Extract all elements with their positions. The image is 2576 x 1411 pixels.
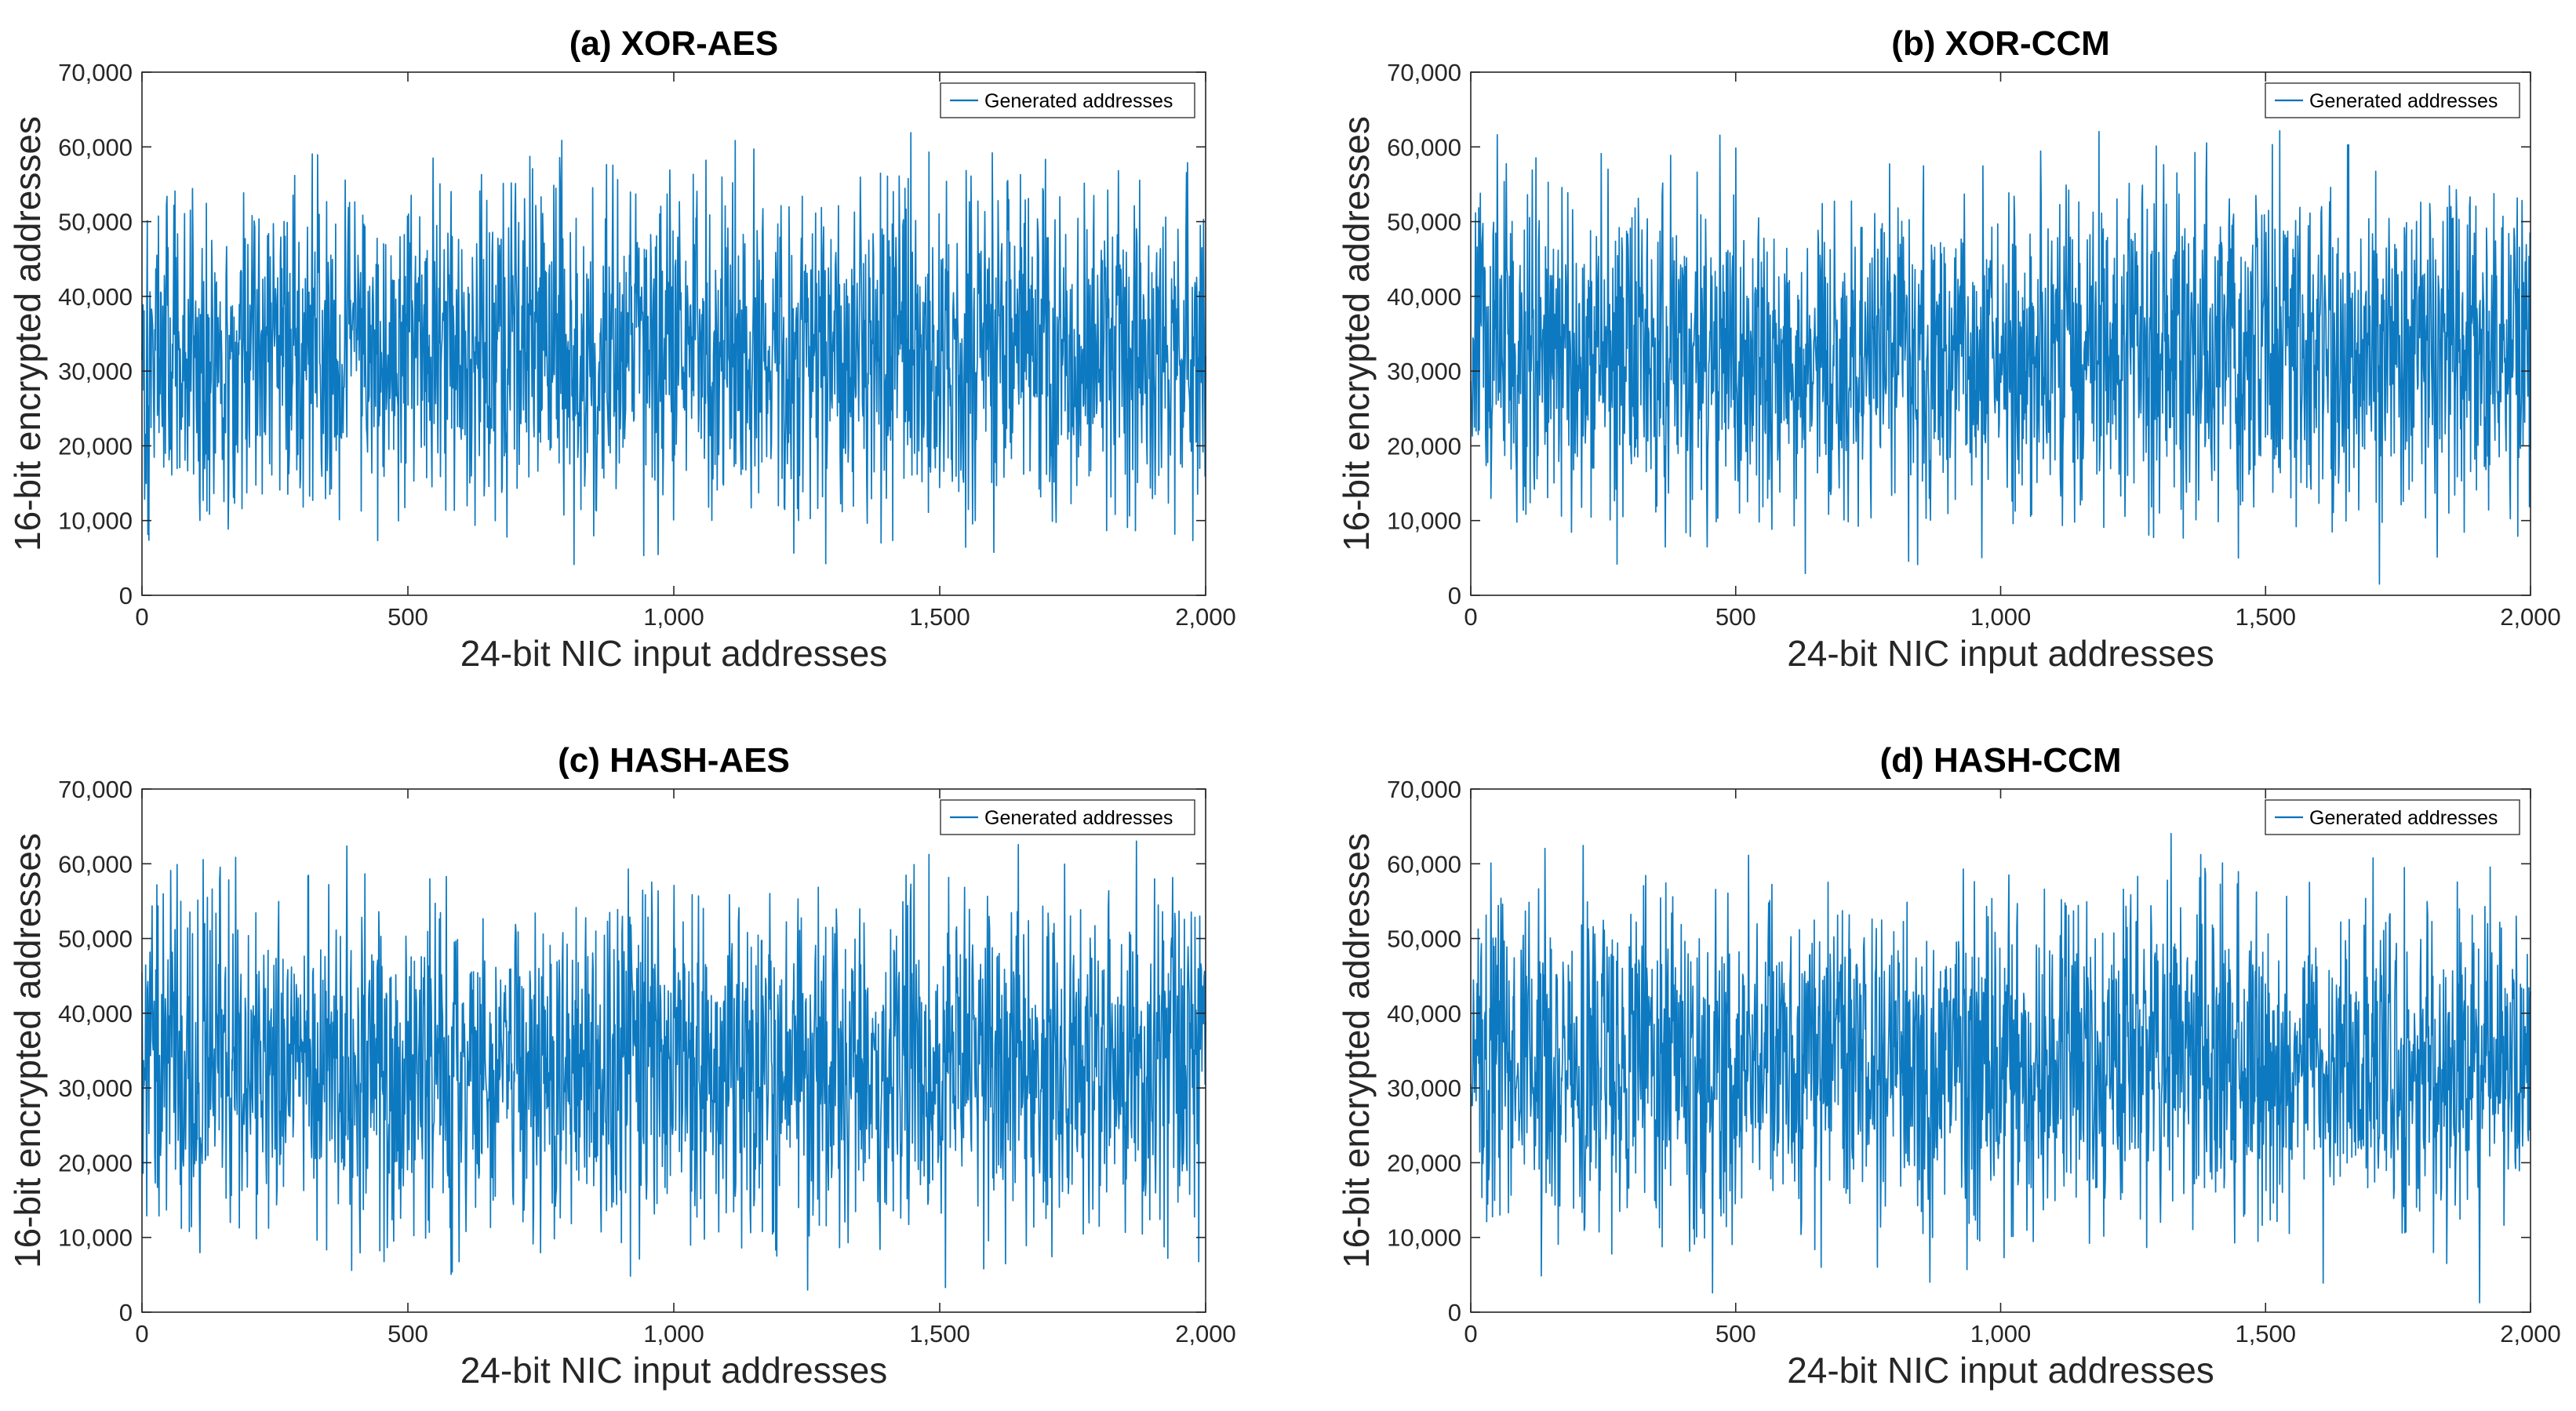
y-tick-label: 70,000 bbox=[1387, 776, 1461, 803]
legend-box bbox=[940, 82, 1195, 118]
y-axis-label: 16-bit encrypted addresses bbox=[7, 833, 48, 1268]
x-axis-label: 24-bit NIC input addresses bbox=[460, 1350, 888, 1391]
x-tick-label: 1,000 bbox=[643, 1320, 704, 1347]
y-tick-label: 60,000 bbox=[58, 850, 133, 878]
y-axis-label: 16-bit encrypted addresses bbox=[7, 116, 48, 551]
x-tick-label: 0 bbox=[135, 603, 148, 631]
y-tick-label: 40,000 bbox=[58, 1000, 133, 1027]
y-tick-label: 10,000 bbox=[58, 507, 133, 535]
y-tick-label: 20,000 bbox=[1387, 1149, 1461, 1176]
y-tick-label: 50,000 bbox=[58, 209, 133, 236]
legend-box bbox=[2265, 799, 2520, 835]
y-tick-label: 0 bbox=[119, 1299, 133, 1326]
y-tick-label: 40,000 bbox=[1387, 1000, 1461, 1027]
y-tick-label: 70,000 bbox=[58, 776, 133, 803]
legend: Generated addresses bbox=[940, 82, 1195, 118]
chart-panel-3: 0 500 1,000 1,500 2,000 0 10,000 20,000 30,000 40… bbox=[7, 741, 1236, 1391]
y-tick-label: 30,000 bbox=[1387, 1075, 1461, 1102]
legend-label: Generated addresses bbox=[984, 90, 1173, 112]
chart-title: (d) HASH-CCM bbox=[1880, 741, 2122, 780]
y-tick-label: 70,000 bbox=[58, 59, 133, 86]
x-axis-label: 24-bit NIC input addresses bbox=[1787, 633, 2214, 674]
y-tick-label: 40,000 bbox=[58, 283, 133, 311]
y-tick-label: 0 bbox=[1448, 582, 1461, 609]
y-tick-label: 40,000 bbox=[1387, 283, 1461, 311]
y-axis-label: 16-bit encrypted addresses bbox=[1336, 833, 1377, 1268]
legend-label: Generated addresses bbox=[984, 807, 1173, 829]
y-tick-label: 50,000 bbox=[1387, 209, 1461, 236]
legend-box bbox=[940, 799, 1195, 835]
x-tick-label: 1,000 bbox=[1970, 1320, 2032, 1347]
x-tick-label: 500 bbox=[1716, 1320, 1756, 1347]
chart-title: (b) XOR-CCM bbox=[1891, 24, 2110, 63]
y-tick-label: 60,000 bbox=[1387, 850, 1461, 878]
y-tick-label: 30,000 bbox=[58, 1075, 133, 1102]
series-line-generated-addresses bbox=[141, 132, 1206, 565]
x-tick-label: 1,000 bbox=[643, 603, 704, 631]
y-axis-label: 16-bit encrypted addresses bbox=[1336, 116, 1377, 551]
y-tick-label: 10,000 bbox=[58, 1224, 133, 1252]
y-tick-label: 30,000 bbox=[1387, 358, 1461, 385]
y-tick-label: 20,000 bbox=[1387, 432, 1461, 460]
y-tick-label: 60,000 bbox=[58, 133, 133, 161]
y-tick-label: 50,000 bbox=[58, 926, 133, 953]
y-tick-label: 20,000 bbox=[58, 432, 133, 460]
x-tick-label: 1,000 bbox=[1970, 603, 2032, 631]
legend: Generated addresses bbox=[2265, 799, 2520, 835]
x-tick-label: 2,000 bbox=[1175, 1320, 1236, 1347]
x-tick-label: 500 bbox=[1716, 603, 1756, 631]
chart-title: (c) HASH-AES bbox=[558, 741, 790, 780]
chart-panel-4: 0 500 1,000 1,500 2,000 0 10,000 20,000 30,000 40… bbox=[1336, 741, 2561, 1391]
series-line-generated-addresses bbox=[141, 840, 1206, 1291]
y-tick-label: 50,000 bbox=[1387, 926, 1461, 953]
x-tick-label: 1,500 bbox=[2235, 1320, 2296, 1347]
x-tick-label: 2,000 bbox=[2500, 603, 2561, 631]
y-tick-label: 0 bbox=[1448, 1299, 1461, 1326]
series-line-generated-addresses bbox=[1470, 832, 2531, 1304]
y-tick-label: 10,000 bbox=[1387, 507, 1461, 535]
legend-label: Generated addresses bbox=[2309, 807, 2498, 829]
chart-panel-2: 0 500 1,000 1,500 2,000 0 10,000 20,000 30,000 40… bbox=[1336, 24, 2561, 674]
x-tick-label: 1,500 bbox=[2235, 603, 2296, 631]
x-tick-label: 500 bbox=[387, 603, 428, 631]
chart-title: (a) XOR-AES bbox=[569, 24, 778, 63]
x-tick-label: 1,500 bbox=[909, 1320, 970, 1347]
y-tick-label: 20,000 bbox=[58, 1149, 133, 1176]
legend-label: Generated addresses bbox=[2309, 90, 2498, 112]
x-tick-label: 2,000 bbox=[1175, 603, 1236, 631]
y-tick-label: 10,000 bbox=[1387, 1224, 1461, 1252]
legend-box bbox=[2265, 82, 2520, 118]
x-tick-label: 0 bbox=[1464, 1320, 1477, 1347]
y-tick-label: 60,000 bbox=[1387, 133, 1461, 161]
y-tick-label: 70,000 bbox=[1387, 59, 1461, 86]
legend: Generated addresses bbox=[2265, 82, 2520, 118]
y-tick-label: 30,000 bbox=[58, 358, 133, 385]
x-tick-label: 2,000 bbox=[2500, 1320, 2561, 1347]
x-tick-label: 0 bbox=[135, 1320, 148, 1347]
series-line-generated-addresses bbox=[1470, 129, 2531, 585]
x-axis-label: 24-bit NIC input addresses bbox=[1787, 1350, 2214, 1391]
chart-panel-1: 0 500 1,000 1,500 2,000 0 10,000 20,000 30,000 40… bbox=[7, 24, 1236, 674]
x-tick-label: 500 bbox=[387, 1320, 428, 1347]
x-tick-label: 0 bbox=[1464, 603, 1477, 631]
legend: Generated addresses bbox=[940, 799, 1195, 835]
x-axis-label: 24-bit NIC input addresses bbox=[460, 633, 888, 674]
x-tick-label: 1,500 bbox=[909, 603, 970, 631]
y-tick-label: 0 bbox=[119, 582, 133, 609]
